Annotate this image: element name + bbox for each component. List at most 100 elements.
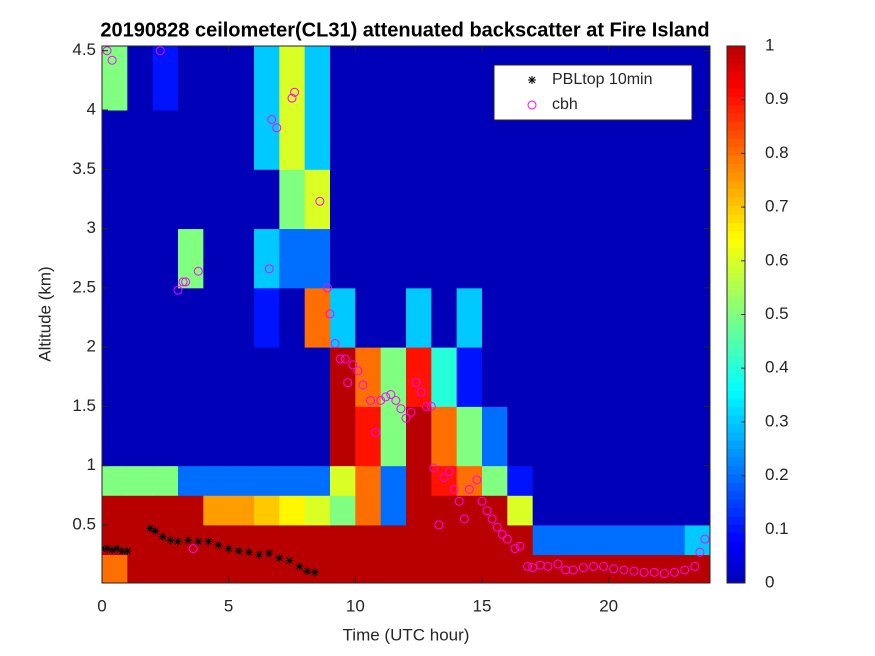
heat-cell — [684, 228, 710, 289]
heat-cell — [203, 46, 230, 111]
heat-cell — [507, 169, 534, 230]
heat-cell — [127, 169, 154, 230]
heat-cell — [330, 495, 356, 526]
cbh-point — [429, 463, 439, 473]
heat-cell — [558, 406, 584, 467]
pbl-point — [118, 546, 127, 555]
cbh-point — [272, 123, 282, 133]
colorbar-tick-label: 0.4 — [765, 358, 789, 377]
cbh-point — [287, 93, 297, 103]
heat-cell — [380, 554, 407, 583]
heat-cell — [532, 406, 559, 467]
heat-cell — [330, 46, 356, 111]
heat-cell — [152, 169, 179, 230]
colorbar-swatch — [727, 566, 745, 576]
cbh-point — [477, 496, 487, 506]
cbh-point — [267, 114, 277, 124]
cbh-point — [487, 514, 497, 524]
colorbar-swatch — [727, 188, 745, 198]
heat-cell — [355, 524, 382, 556]
heat-cell — [456, 524, 483, 556]
heat-cell — [659, 495, 686, 526]
heat-cell — [102, 169, 128, 230]
cbh-point — [335, 354, 345, 364]
colorbar-swatch — [727, 213, 745, 223]
heat-cell — [254, 228, 280, 289]
heat-cell — [228, 228, 255, 289]
cbh-point — [588, 561, 598, 571]
heat-cell — [406, 465, 432, 496]
heat-cell — [152, 287, 179, 348]
heat-cell — [380, 287, 407, 348]
cbh-point — [421, 401, 431, 411]
heat-cell — [279, 287, 306, 348]
cbh-point — [670, 567, 680, 577]
colorbar-swatch — [727, 79, 745, 89]
y-tick-label: 4.5 — [72, 40, 96, 59]
heat-cell — [178, 228, 204, 289]
heat-cell — [304, 347, 331, 407]
heat-cell — [203, 524, 230, 556]
cbh-point — [568, 565, 578, 575]
colorbar-swatch — [727, 381, 745, 391]
colorbar-tick-label: 0.6 — [765, 250, 789, 269]
heat-cell — [507, 465, 534, 496]
heat-cell — [684, 287, 710, 348]
colorbar-swatch — [727, 356, 745, 366]
heat-cell — [456, 169, 483, 230]
pbl-point — [194, 537, 203, 546]
heat-cell — [558, 287, 584, 348]
heat-cell — [684, 495, 710, 526]
heat-cell — [127, 406, 154, 467]
legend-label: cbh — [552, 96, 578, 113]
colorbar-swatch — [727, 541, 745, 550]
heat-cell — [304, 287, 331, 348]
heat-cell — [456, 554, 483, 583]
cbh-point — [340, 354, 350, 364]
heat-cell — [684, 169, 710, 230]
cbh-point — [391, 395, 401, 405]
cbh-point — [515, 541, 525, 551]
heat-cell — [431, 524, 458, 556]
x-tick-label: 5 — [224, 596, 233, 615]
heat-cell — [178, 347, 204, 407]
heat-cell — [583, 169, 610, 230]
heat-cell — [634, 406, 660, 467]
y-tick-label: 2.5 — [72, 277, 96, 296]
colorbar-swatch — [727, 314, 745, 324]
heat-cell — [279, 524, 306, 556]
pbl-point — [310, 568, 319, 577]
heat-cell — [659, 347, 686, 407]
heat-cell — [178, 406, 204, 467]
heat-cell — [406, 228, 432, 289]
y-tick-label: 3 — [87, 218, 96, 237]
pbl-point — [166, 536, 175, 545]
heat-cell — [380, 110, 407, 170]
cbh-point — [155, 46, 165, 56]
colorbar-swatch — [727, 507, 745, 517]
heat-cell — [380, 228, 407, 289]
colorbar-swatch — [727, 113, 745, 123]
heat-cell — [406, 347, 432, 407]
cbh-point — [371, 427, 381, 437]
heat-cell — [152, 495, 179, 526]
colorbar-tick-label: 0.2 — [765, 465, 789, 484]
pbl-point — [113, 544, 122, 553]
pbl-point — [146, 524, 155, 533]
heat-cell — [254, 465, 280, 496]
cbh-point — [659, 569, 669, 579]
cbh-point — [619, 565, 629, 575]
colorbar-swatch — [727, 138, 745, 148]
cbh-point — [416, 387, 426, 397]
heat-cell — [583, 495, 610, 526]
heat-cell — [304, 46, 331, 111]
colorbar-swatch — [727, 96, 745, 106]
colorbar-swatch — [727, 398, 745, 408]
heat-cell — [304, 110, 331, 170]
cbh-point — [695, 547, 705, 557]
heat-cell — [355, 495, 382, 526]
colorbar-swatch — [727, 364, 745, 374]
cbh-point — [502, 534, 512, 544]
heat-cell — [279, 347, 306, 407]
heat-cell — [203, 228, 230, 289]
